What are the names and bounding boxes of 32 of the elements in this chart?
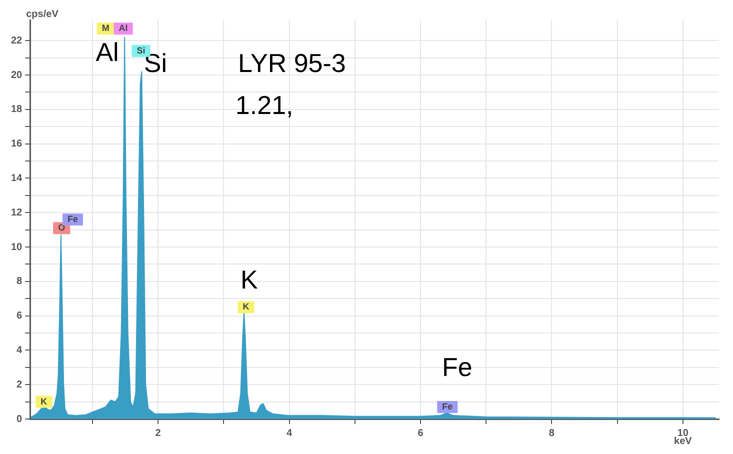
annotation: O	[58, 222, 66, 233]
annotation: Si	[136, 45, 146, 56]
y-tick-label: 22	[11, 35, 23, 46]
annotation: Si	[144, 48, 168, 78]
annotation: Fe	[442, 352, 472, 382]
annotation: K	[240, 264, 259, 295]
y-tick-label: 10	[11, 242, 23, 253]
annotation: K	[40, 396, 48, 406]
annotation: 1.21,	[235, 90, 294, 120]
x-tick-label: 8	[548, 428, 555, 439]
y-tick-label: 8	[16, 276, 23, 288]
annotation: M	[102, 23, 110, 34]
x-tick-label: 6	[418, 428, 424, 439]
annotation: Fe	[442, 401, 453, 412]
y-tick-label: 20	[11, 70, 23, 81]
y-axis-title: cps/eV	[26, 8, 59, 20]
y-tick-label: 0	[16, 414, 23, 425]
y-tick-label: 4	[16, 344, 23, 356]
y-tick-label: 12	[11, 207, 23, 218]
y-tick-label: 6	[16, 310, 23, 322]
y-tick-label: 2	[16, 379, 23, 390]
y-tick-label: 18	[11, 104, 23, 116]
y-tick-label: 16	[11, 138, 23, 150]
annotation: Al	[118, 23, 128, 34]
annotation: K	[242, 302, 250, 312]
y-tick-label: 14	[11, 172, 23, 184]
x-tick-label: 2	[155, 428, 162, 439]
annotation: Fe	[68, 214, 78, 224]
annotation: Al	[96, 37, 119, 68]
x-tick-label: 4	[286, 428, 292, 439]
annotation: LYR 95-3	[238, 48, 346, 78]
x-axis-title: keV	[674, 436, 692, 447]
